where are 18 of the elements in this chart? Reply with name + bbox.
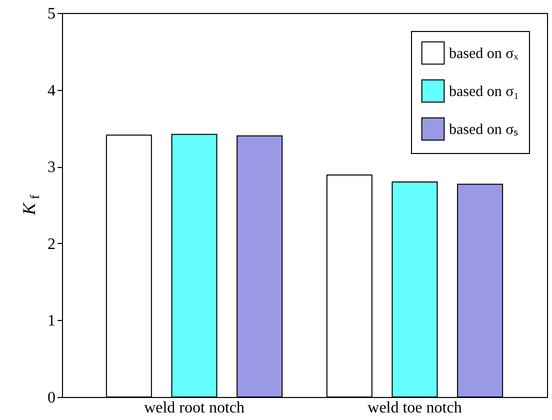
legend-label: based on σ₁ <box>449 84 519 100</box>
y-tick-label: 4 <box>48 82 56 100</box>
x-tick-label: weld toe notch <box>368 400 462 416</box>
legend-label: based on σₓ <box>449 46 519 62</box>
bar <box>106 134 152 398</box>
y-tick-label: 5 <box>48 6 56 22</box>
bar <box>171 134 218 398</box>
y-tick-label: 1 <box>48 312 56 330</box>
y-tick-label: 0 <box>48 390 56 406</box>
bar <box>392 181 438 398</box>
bar <box>457 184 504 398</box>
y-tick-label: 3 <box>48 159 56 176</box>
bar <box>236 135 283 398</box>
x-tick-label: weld root notch <box>144 400 244 416</box>
y-tick-label: 2 <box>48 236 56 253</box>
legend-label: based on σₛ <box>449 122 519 138</box>
bar <box>326 174 372 398</box>
y-axis-title: Kf <box>19 194 42 216</box>
